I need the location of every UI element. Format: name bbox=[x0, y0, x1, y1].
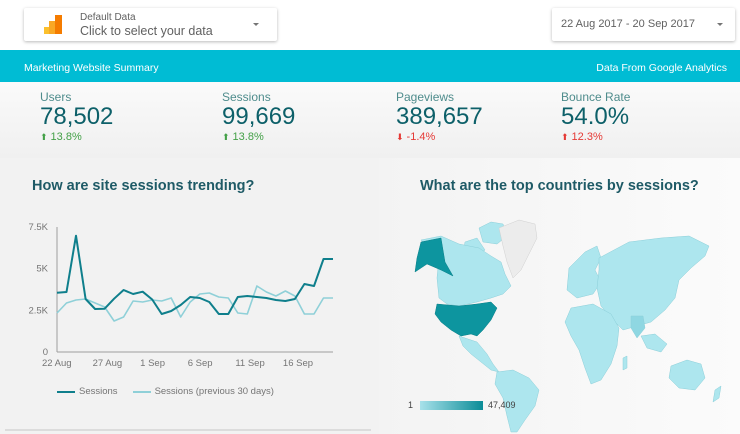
x-tick-label: 6 Sep bbox=[188, 358, 213, 369]
scorecard-delta: ⬆ 13.8% bbox=[222, 131, 295, 143]
kpi-scorecards: Users 78,502 ⬆ 13.8% Sessions 99,669 ⬆ 13.… bbox=[0, 82, 740, 158]
chart-legend: Sessions Sessions (previous 30 days) bbox=[57, 386, 289, 397]
delta-value: -1.4% bbox=[406, 131, 436, 143]
scorecard-pageviews: Pageviews 389,657 ⬇ -1.4% bbox=[396, 90, 483, 143]
x-tick-label: 1 Sep bbox=[140, 358, 165, 369]
top-controls-bar: Default Data Click to select your data 2… bbox=[0, 0, 740, 50]
scorecard-delta: ⬇ -1.4% bbox=[396, 131, 483, 143]
report-header-banner: Marketing Website Summary Data From Goog… bbox=[0, 50, 740, 82]
scorecard-value: 389,657 bbox=[396, 103, 483, 130]
scorecard-value: 54.0% bbox=[561, 103, 630, 130]
data-source-value: Click to select your data bbox=[80, 24, 213, 38]
scorecard-delta: ⬆ 12.3% bbox=[561, 131, 630, 143]
analytics-bars-icon bbox=[44, 15, 62, 34]
scorecard-users: Users 78,502 ⬆ 13.8% bbox=[40, 90, 113, 143]
chevron-down-icon[interactable] bbox=[717, 23, 723, 26]
x-tick-label: 11 Sep bbox=[235, 358, 264, 369]
map-color-scale: 1 47,409 bbox=[408, 400, 516, 410]
arrow-up-icon: ⬆ bbox=[561, 132, 569, 142]
data-source-label: Default Data bbox=[80, 12, 136, 23]
scorecard-delta: ⬆ 13.8% bbox=[40, 131, 113, 143]
panel-title: What are the top countries by sessions? bbox=[420, 178, 699, 194]
legend-label: Sessions (previous 30 days) bbox=[154, 386, 274, 397]
scorecard-label: Pageviews bbox=[396, 90, 455, 104]
data-source-picker[interactable]: Default Data Click to select your data bbox=[24, 8, 277, 41]
scale-min: 1 bbox=[408, 400, 414, 410]
scorecard-sessions: Sessions 99,669 ⬆ 13.8% bbox=[222, 90, 295, 143]
scale-gradient bbox=[420, 400, 484, 410]
arrow-up-icon: ⬆ bbox=[40, 132, 48, 142]
y-tick-label: 7.5K bbox=[28, 222, 48, 233]
scorecard-label: Users bbox=[40, 90, 72, 104]
delta-value: 13.8% bbox=[232, 131, 264, 143]
y-tick-label: 0 bbox=[43, 347, 48, 358]
scale-max: 47,409 bbox=[488, 400, 516, 410]
delta-value: 12.3% bbox=[571, 131, 603, 143]
x-tick-label: 22 Aug bbox=[42, 358, 72, 369]
scorecard-bounce-rate: Bounce Rate 54.0% ⬆ 12.3% bbox=[561, 90, 630, 143]
legend-swatch bbox=[132, 390, 151, 393]
arrow-up-icon: ⬆ bbox=[222, 132, 230, 142]
sessions-trend-panel: How are site sessions trending? 0 2.5K 5K 7… bbox=[0, 158, 379, 434]
series-line[interactable] bbox=[56, 234, 333, 315]
scorecard-label: Sessions bbox=[222, 90, 271, 104]
divider bbox=[5, 429, 371, 431]
world-geo-map[interactable] bbox=[379, 158, 740, 434]
y-tick-label: 2.5K bbox=[28, 305, 48, 316]
legend-item-sessions[interactable]: Sessions bbox=[57, 386, 118, 397]
scorecard-value: 99,669 bbox=[222, 103, 296, 130]
chevron-down-icon[interactable] bbox=[253, 23, 259, 26]
data-source-note: Data From Google Analytics bbox=[596, 62, 727, 74]
date-range-picker[interactable]: 22 Aug 2017 - 20 Sep 2017 bbox=[552, 8, 735, 41]
scorecard-label: Bounce Rate bbox=[561, 90, 631, 104]
legend-swatch bbox=[57, 390, 75, 393]
arrow-down-icon: ⬇ bbox=[396, 132, 404, 142]
report-title: Marketing Website Summary bbox=[24, 62, 159, 74]
y-tick-label: 5K bbox=[36, 264, 48, 275]
series-line[interactable] bbox=[56, 285, 333, 322]
x-tick-label: 16 Sep bbox=[283, 358, 313, 369]
legend-label: Sessions bbox=[79, 386, 118, 397]
legend-item-previous-sessions[interactable]: Sessions (previous 30 days) bbox=[132, 386, 274, 397]
date-range-value: 22 Aug 2017 - 20 Sep 2017 bbox=[561, 18, 695, 30]
sessions-line-chart[interactable]: 0 2.5K 5K 7.5K 22 Aug 27 Aug 1 Sep 6 Sep 11 Sep 1… bbox=[0, 158, 379, 434]
scorecard-value: 78,502 bbox=[40, 103, 114, 130]
x-tick-label: 27 Aug bbox=[93, 358, 123, 369]
panel-title: How are site sessions trending? bbox=[32, 178, 255, 194]
delta-value: 13.8% bbox=[50, 131, 82, 143]
top-countries-panel: What are the top countries by sessions? bbox=[379, 158, 740, 434]
